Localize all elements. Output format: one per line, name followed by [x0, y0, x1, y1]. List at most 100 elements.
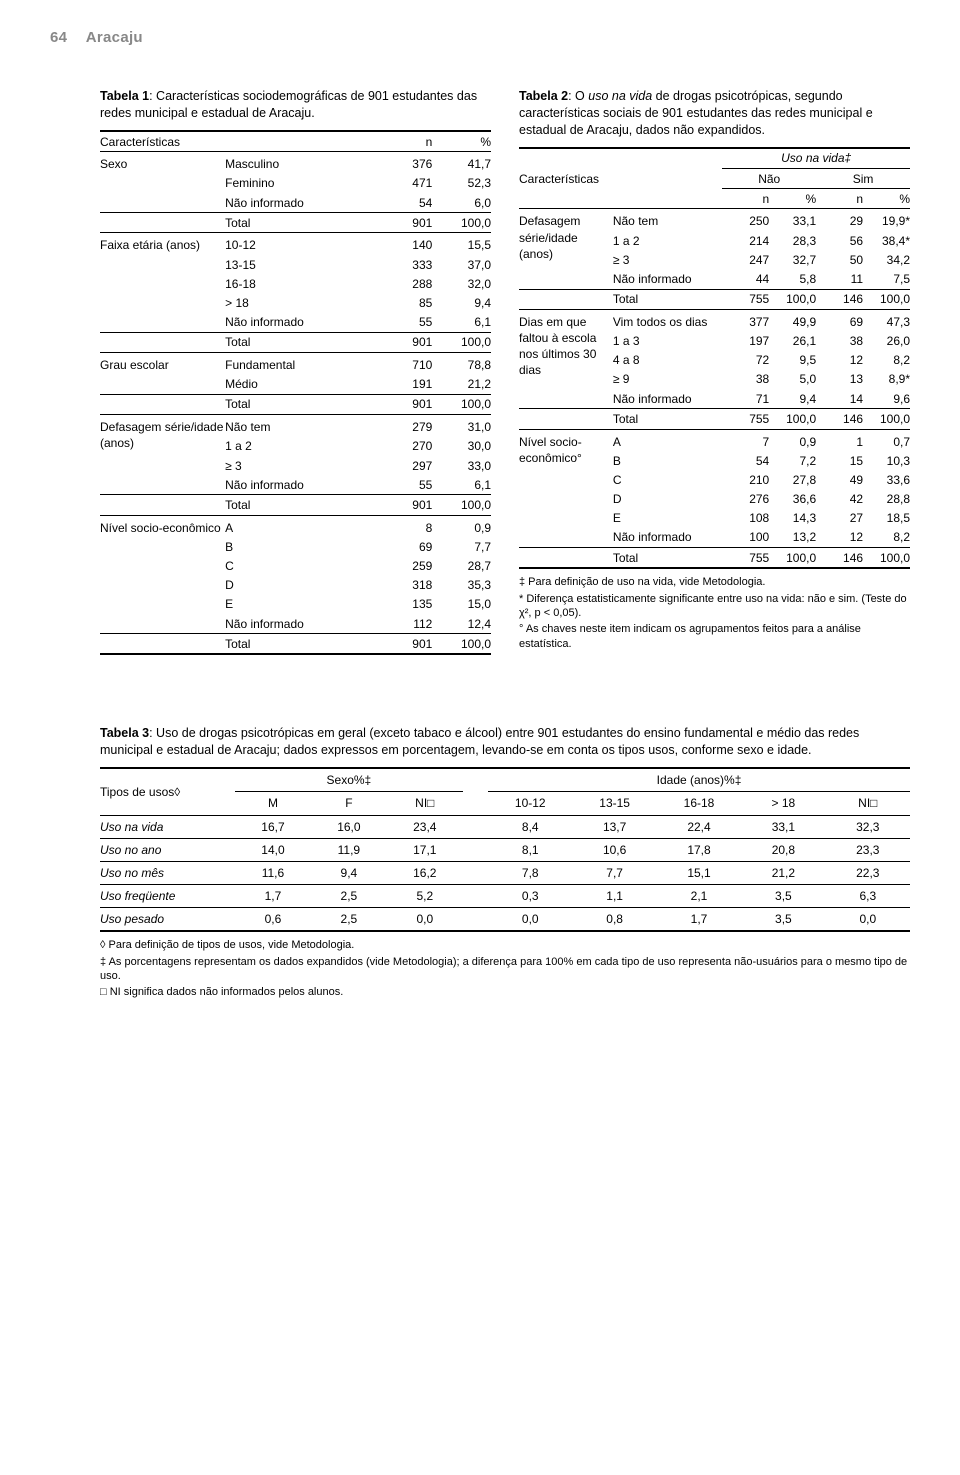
table-cell: ≥ 3 [225, 456, 374, 475]
table-cell: 191 [374, 375, 433, 395]
table3-head-idade: Idade (anos)%‡ [488, 768, 910, 792]
table-cell: 1,7 [657, 908, 741, 932]
footnote: ◊ Para definição de tipos de usos, vide … [100, 938, 910, 952]
table-cell: 42 [816, 490, 863, 509]
table-cell: 22,3 [826, 861, 910, 884]
table-cell: 30,0 [432, 437, 491, 456]
table-cell: 49 [816, 470, 863, 489]
page-number: 64 [50, 29, 67, 46]
table-cell: 26,1 [769, 332, 816, 351]
table-cell: 8,4 [488, 815, 572, 838]
table-cell: Masculino [225, 152, 374, 174]
table-cell: 33,0 [432, 456, 491, 475]
table-total-cell: 146 [816, 409, 863, 429]
footnote: ‡ Para definição de uso na vida, vide Me… [519, 575, 910, 589]
table-cell: 0,9 [769, 429, 816, 451]
table-cell: 33,6 [863, 470, 910, 489]
table-total-cell: Total [225, 495, 374, 515]
table-cell: 32,0 [432, 274, 491, 293]
table-cell: 4 a 8 [613, 351, 722, 370]
table-cell: Fundamental [225, 353, 374, 375]
table-cell: 6,0 [432, 193, 491, 213]
table3-col: > 18 [741, 792, 825, 815]
table-cell: 1 a 3 [613, 332, 722, 351]
table3-col: M [235, 792, 311, 815]
table-cell: 471 [374, 174, 433, 193]
table-cell: 78,8 [432, 353, 491, 375]
table-cell: ≥ 9 [613, 370, 722, 389]
table-cell: 17,8 [657, 838, 741, 861]
table-cell: 5,2 [387, 885, 463, 908]
table-cell: 270 [374, 437, 433, 456]
table-cell: 0,7 [863, 429, 910, 451]
table1-caption-text: : Características sociodemográficas de 9… [100, 89, 477, 120]
table-cell: 18,5 [863, 509, 910, 528]
table-cell: 13 [816, 370, 863, 389]
table-cell: 108 [722, 509, 769, 528]
table-total-cell: 100,0 [432, 213, 491, 233]
table-cell: 36,6 [769, 490, 816, 509]
table2-label: Tabela 2 [519, 89, 568, 103]
table-cell: 297 [374, 456, 433, 475]
table-cell: 7,7 [432, 537, 491, 556]
two-column-layout: Tabela 1: Características sociodemográfi… [100, 88, 910, 655]
table-cell: 13-15 [225, 255, 374, 274]
table-cell: 1,7 [235, 885, 311, 908]
table-cell: E [613, 509, 722, 528]
table-cell: 13,2 [769, 528, 816, 548]
table-cell: 279 [374, 415, 433, 437]
table-cell: 376 [374, 152, 433, 174]
table3-head-rowlabel: Tipos de usos◊ [100, 768, 235, 815]
table3-rowlabel: Uso no ano [100, 838, 235, 861]
table1-group: Grau escolar [100, 353, 225, 395]
table-cell: 19,9* [863, 209, 910, 231]
table-cell: 20,8 [741, 838, 825, 861]
table-cell: 31,0 [432, 415, 491, 437]
table3-col: F [311, 792, 387, 815]
table-total-cell: 901 [374, 213, 433, 233]
table-cell: 37,0 [432, 255, 491, 274]
table-cell: 12,4 [432, 614, 491, 634]
table3-rowlabel: Uso freqüente [100, 885, 235, 908]
table-cell: 16,7 [235, 815, 311, 838]
table-cell: Não informado [613, 528, 722, 548]
table2-caption-pre: : O [568, 89, 588, 103]
table-cell: 0,6 [235, 908, 311, 932]
page-location: Aracaju [86, 29, 143, 46]
table-cell: 7,7 [572, 861, 656, 884]
footnote: ° As chaves neste item indicam os agrupa… [519, 622, 910, 651]
table-total-cell: Total [225, 394, 374, 414]
table-total-cell: 901 [374, 495, 433, 515]
table1-group: Defasagem série/idade (anos) [100, 415, 225, 495]
table-cell: 14,3 [769, 509, 816, 528]
table-cell: 15,5 [432, 233, 491, 255]
table-cell: Feminino [225, 174, 374, 193]
table-cell: 28,3 [769, 231, 816, 250]
table-cell: 5,8 [769, 270, 816, 290]
table-cell: 214 [722, 231, 769, 250]
table2-caption-italic: uso na vida [588, 89, 652, 103]
table-cell: 8,2 [863, 351, 910, 370]
table-cell: 377 [722, 309, 769, 331]
table-total-cell: 146 [816, 548, 863, 569]
table-cell: 28,7 [432, 556, 491, 575]
table-total-cell: 100,0 [432, 332, 491, 352]
table-cell: 12 [816, 351, 863, 370]
table3-col: NI□ [387, 792, 463, 815]
table-cell: 0,9 [432, 515, 491, 537]
table2-footnotes: ‡ Para definição de uso na vida, vide Me… [519, 575, 910, 650]
table-cell: 34,2 [863, 250, 910, 269]
table-cell: 0,0 [826, 908, 910, 932]
table-cell: 55 [374, 475, 433, 495]
table3-col: NI□ [826, 792, 910, 815]
table-cell: 1 a 2 [225, 437, 374, 456]
table-cell: 71 [722, 389, 769, 409]
table-cell: 26,0 [863, 332, 910, 351]
table-cell: 21,2 [741, 861, 825, 884]
table-cell: Vim todos os dias [613, 309, 722, 331]
table-cell: 197 [722, 332, 769, 351]
table-cell: D [225, 576, 374, 595]
table-cell: 2,5 [311, 885, 387, 908]
table-cell: 318 [374, 576, 433, 595]
table1-group: Faixa etária (anos) [100, 233, 225, 332]
